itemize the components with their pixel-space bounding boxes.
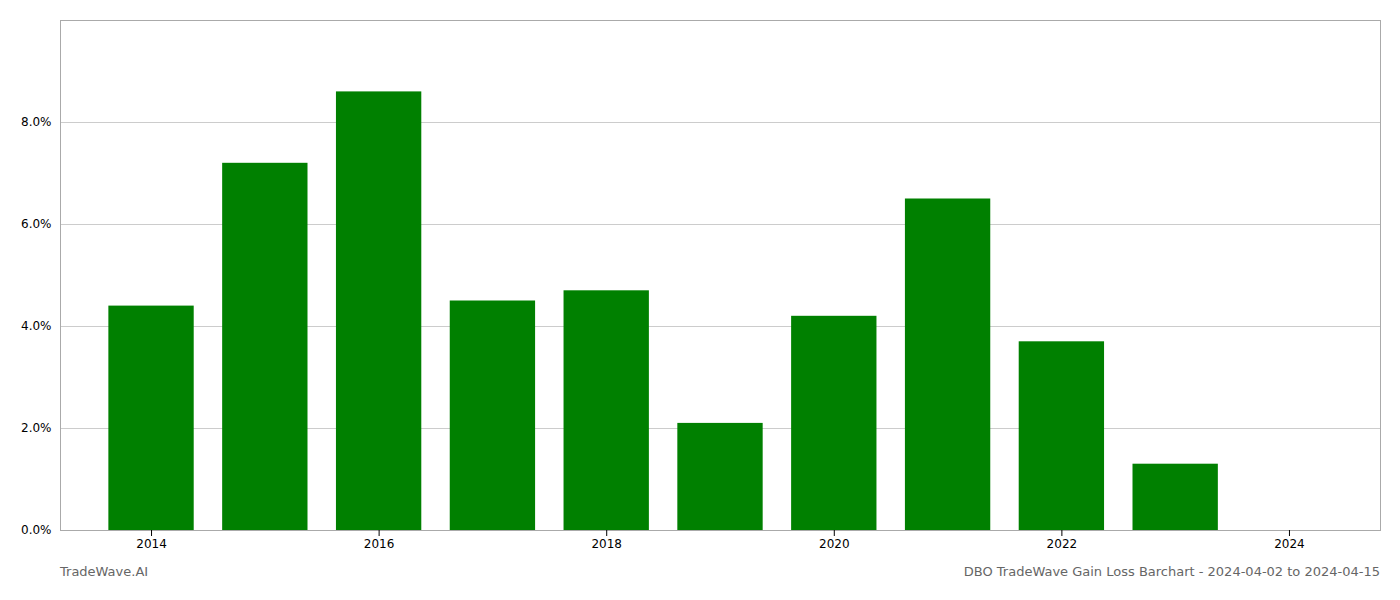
svg-text:2022: 2022 [1047,537,1078,551]
svg-text:6.0%: 6.0% [21,217,52,231]
svg-text:2024: 2024 [1274,537,1305,551]
svg-text:2018: 2018 [591,537,622,551]
html-text:TradeWave.AI: TradeWave.AI [60,564,149,579]
svg-text:2014: 2014 [136,537,167,551]
svg-text:2016: 2016 [364,537,395,551]
svg-text:0.0%: 0.0% [21,523,52,537]
html-text:DBO TradeWave Gain Loss Barcha: DBO TradeWave Gain Loss Barchart - 2024-… [963,564,1380,579]
svg-text:2.0%: 2.0% [21,421,52,435]
svg-text:2020: 2020 [819,537,850,551]
svg-text:4.0%: 4.0% [21,319,52,333]
svg-text:8.0%: 8.0% [21,115,52,129]
